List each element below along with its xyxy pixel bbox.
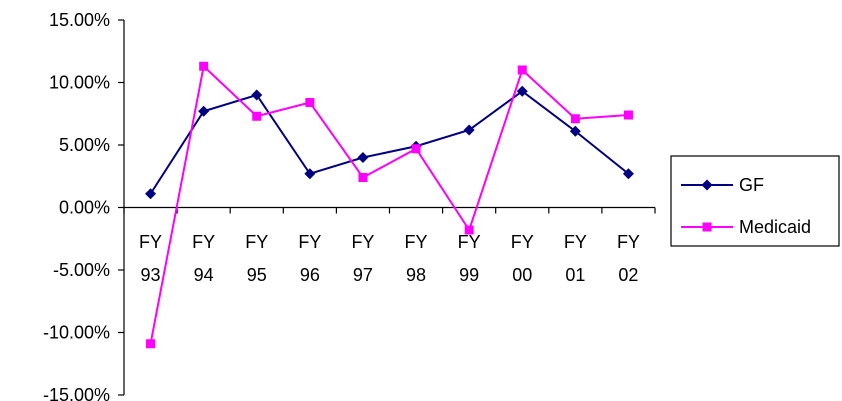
x-tick-label: FY	[298, 232, 321, 252]
x-tick-label: FY	[139, 232, 162, 252]
y-axis-tick-labels: 15.00% 10.00% 5.00% 0.00% -5.00% -10.00% -15.0…	[43, 10, 110, 401]
x-tick-label: FY	[617, 232, 640, 252]
legend-item: GF	[681, 175, 764, 195]
y-tick-label: -15.00%	[43, 385, 110, 401]
legend-marker	[701, 179, 713, 191]
x-tick-label: 00	[512, 265, 532, 285]
y-tick-label: 10.00%	[49, 73, 110, 93]
x-tick-label: 94	[194, 265, 214, 285]
data-point-marker	[517, 65, 527, 75]
y-tick-label: -5.00%	[53, 260, 110, 280]
x-tick-label: FY	[245, 232, 268, 252]
x-tick-label: FY	[192, 232, 215, 252]
x-tick-label: 97	[353, 265, 373, 285]
x-tick-label: 02	[618, 265, 638, 285]
x-tick-label: 98	[406, 265, 426, 285]
data-point-marker	[411, 144, 421, 154]
x-tick-label: 95	[247, 265, 267, 285]
data-point-marker	[570, 114, 580, 124]
legend-label: Medicaid	[739, 217, 811, 237]
chart-series	[145, 61, 634, 349]
y-tick-label: 5.00%	[59, 135, 110, 155]
data-point-marker	[199, 61, 209, 71]
x-tick-label: 01	[565, 265, 585, 285]
data-point-marker	[252, 111, 262, 121]
series-medicaid	[146, 61, 633, 349]
legend-item: Medicaid	[681, 217, 811, 237]
x-axis-tick-labels: FY 93 FY 94 FY 95 FY 96 FY 97 FY 98 FY 99 FY 00 FY 01 FY 02	[139, 232, 640, 285]
y-tick-label: 15.00%	[49, 10, 110, 30]
data-point-marker	[463, 124, 475, 136]
x-tick-label: FY	[458, 232, 481, 252]
data-point-marker	[145, 188, 157, 200]
legend-label: GF	[739, 175, 764, 195]
x-tick-label: FY	[405, 232, 428, 252]
data-point-marker	[516, 85, 528, 97]
x-tick-label: 99	[459, 265, 479, 285]
legend-marker	[702, 222, 712, 232]
x-tick-label: FY	[564, 232, 587, 252]
data-point-marker	[569, 125, 581, 137]
x-tick-label: FY	[511, 232, 534, 252]
data-point-marker	[358, 173, 368, 182]
chart-legend: GF Medicaid	[670, 155, 840, 247]
data-point-marker	[198, 105, 210, 117]
y-tick-label: -10.00%	[43, 323, 110, 343]
data-point-marker	[251, 89, 263, 101]
y-tick-label: 0.00%	[59, 198, 110, 218]
x-tick-label: 93	[141, 265, 161, 285]
x-tick-label: FY	[351, 232, 374, 252]
chart-axes	[118, 19, 656, 396]
data-point-marker	[622, 168, 634, 180]
data-point-marker	[304, 168, 316, 180]
data-point-marker	[464, 225, 474, 235]
x-tick-label: 96	[300, 265, 320, 285]
series-gf	[145, 85, 634, 200]
data-point-marker	[146, 339, 156, 349]
data-point-marker	[357, 152, 369, 163]
series-line	[149, 90, 630, 195]
legend-box	[670, 155, 840, 247]
data-point-marker	[305, 98, 315, 107]
data-point-marker	[623, 110, 633, 120]
series-line	[149, 64, 629, 344]
